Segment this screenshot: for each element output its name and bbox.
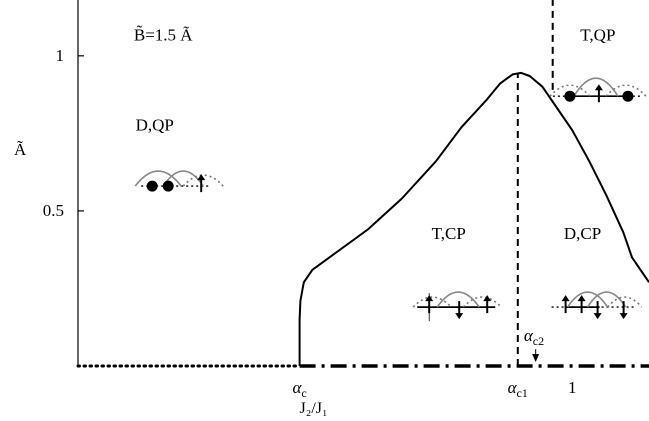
spin-configuration-inset [551, 291, 643, 320]
spin-configuration-inset [134, 170, 224, 193]
spin-up-head [594, 84, 603, 91]
spin-up-head [561, 295, 570, 302]
annotation-symbol: α [524, 326, 534, 345]
exchange-arc-dotted [462, 296, 502, 308]
region-label: D,CP [564, 224, 601, 243]
annotation-label: αc2 [524, 326, 544, 348]
spin-down-head [619, 313, 628, 320]
y-axis-label: Ã [14, 140, 27, 159]
dimer-site [146, 180, 158, 192]
spin-down-head [455, 313, 464, 320]
spin-insets [134, 77, 647, 322]
spin-up-head [577, 295, 586, 302]
x-axis-label: J₂/J₁ [300, 400, 328, 417]
exchange-arc [573, 77, 619, 97]
spin-configuration-inset [412, 291, 502, 322]
x-tick-label-subscript: c1 [517, 386, 528, 400]
exchange-arc [436, 291, 480, 308]
phase-boundaries [76, 0, 649, 368]
spin-up-head [197, 174, 206, 181]
annotation-arrow-head [532, 354, 540, 362]
exchange-arc [134, 170, 182, 187]
spin-down-head [593, 313, 602, 320]
region-label: T,CP [432, 224, 466, 243]
y-tick-label: 1 [56, 46, 65, 65]
region-label: B̃=1.5 Ã [134, 25, 193, 44]
annotation-subscript: c2 [533, 334, 544, 348]
spin-configuration-inset [549, 77, 647, 103]
region-label: D,QP [136, 115, 174, 134]
region-label: T,QP [580, 25, 615, 44]
site [564, 90, 576, 102]
y-tick-label: 0.5 [43, 201, 64, 220]
annotations: B̃=1.5 Ã D,QP T,QP T,CP D,CP αc2 [134, 25, 615, 362]
exchange-arc-dotted [606, 296, 643, 308]
site [622, 90, 634, 102]
series-solid-0 [298, 71, 649, 366]
spin-up-head [483, 295, 492, 302]
exchange-arc [566, 291, 609, 308]
exchange-arc-dotted [182, 174, 224, 187]
x-tick-label: 1 [568, 378, 577, 397]
exchange-arc [586, 291, 627, 308]
x-tick-label-subscript: c [301, 386, 306, 400]
x-tick-label-symbol: α [508, 378, 518, 397]
x-tick-label: αc1 [508, 378, 528, 400]
dimer-site [162, 180, 174, 192]
x-tick-label: αc [292, 378, 306, 400]
x-tick-label-symbol: α [292, 378, 302, 397]
